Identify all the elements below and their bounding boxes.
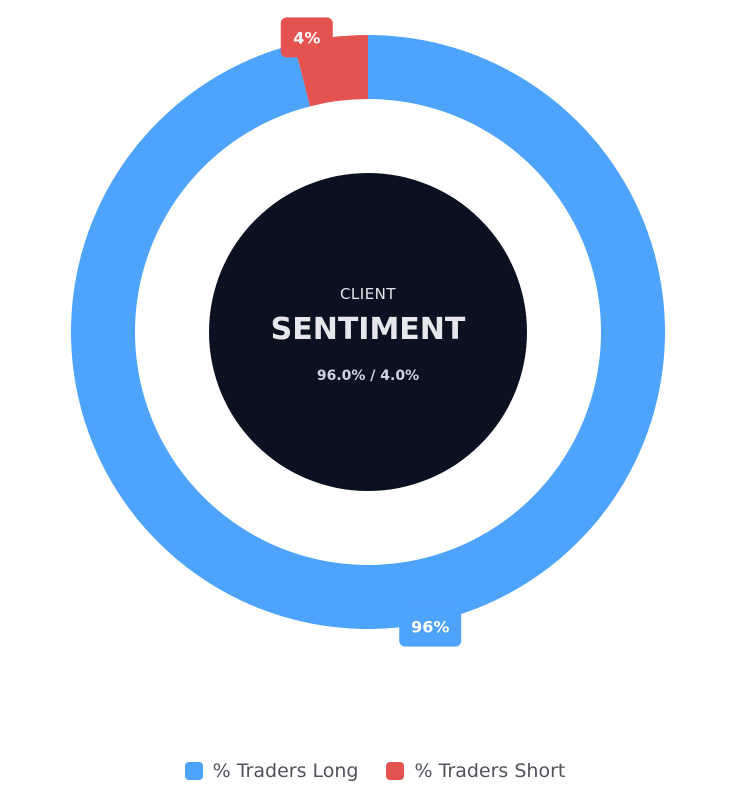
legend-item-short[interactable]: % Traders Short xyxy=(386,760,565,782)
legend-item-long[interactable]: % Traders Long xyxy=(184,760,359,782)
data-label-text: 96% xyxy=(411,618,449,637)
data-label-box xyxy=(280,17,333,58)
center-hole xyxy=(209,173,527,491)
legend-swatch-long xyxy=(184,762,203,780)
data-label-long: 96% xyxy=(399,606,462,647)
center-overline: CLIENT xyxy=(340,285,396,303)
center-title: SENTIMENT xyxy=(271,312,466,347)
center-subtitle: 96.0% / 4.0% xyxy=(317,368,419,384)
data-label-box xyxy=(399,606,462,647)
data-labels: 96% 4% xyxy=(280,17,462,647)
legend-label-long: % Traders Long xyxy=(212,760,359,782)
data-label-text: 4% xyxy=(293,28,320,47)
data-label-short: 4% xyxy=(280,17,333,58)
legend-label-short: % Traders Short xyxy=(414,760,566,782)
chart-legend: % Traders Long % Traders Short xyxy=(0,760,750,782)
legend-swatch-short xyxy=(386,762,405,780)
